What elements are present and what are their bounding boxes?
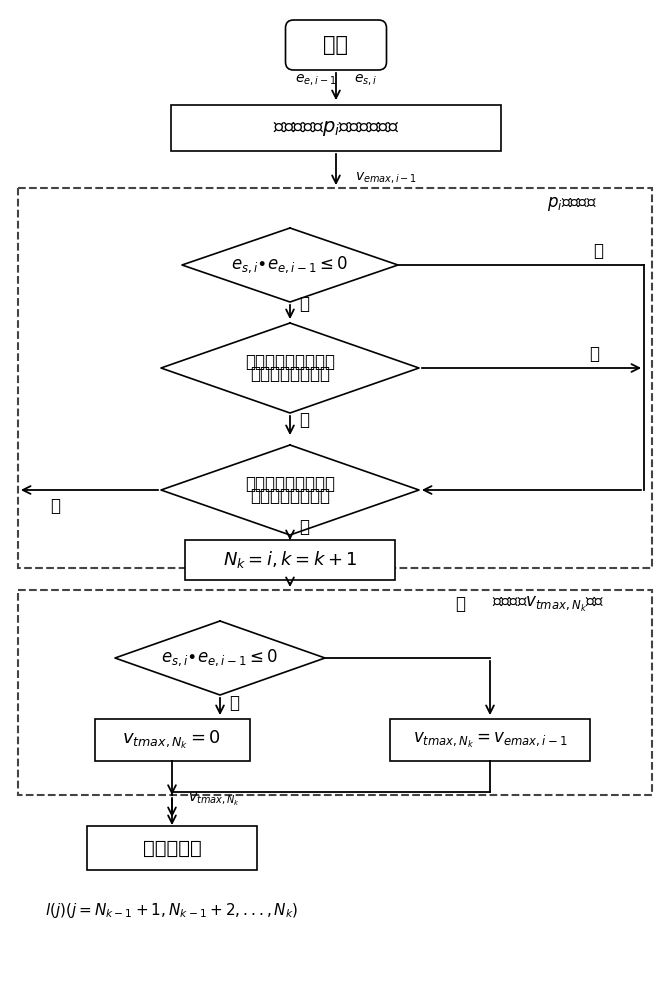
- Text: $v_{emax,i-1}$: $v_{emax,i-1}$: [355, 170, 417, 186]
- Text: 前瞻段选取: 前瞻段选取: [142, 838, 202, 857]
- Text: 加速度某轴分量大于: 加速度某轴分量大于: [245, 476, 335, 493]
- Text: $e_{s,i}{\bullet}e_{e,i-1}\leq 0$: $e_{s,i}{\bullet}e_{e,i-1}\leq 0$: [161, 648, 278, 668]
- Text: 否: 否: [299, 411, 309, 429]
- Text: 于其最大允许速度: 于其最大允许速度: [250, 364, 330, 382]
- Text: 是: 是: [299, 518, 309, 536]
- Text: $e_{s,i}{\bullet}e_{e,i-1}\leq 0$: $e_{s,i}{\bullet}e_{e,i-1}\leq 0$: [231, 255, 349, 275]
- Text: 入口: 入口: [323, 35, 349, 55]
- FancyBboxPatch shape: [171, 105, 501, 151]
- Text: 是: 是: [593, 242, 603, 260]
- Text: 否: 否: [299, 295, 309, 313]
- Text: $p_i$拐点判断: $p_i$拐点判断: [547, 195, 597, 213]
- Text: $l(j)(j=N_{k-1}+1, N_{k-1}+2,..., N_k)$: $l(j)(j=N_{k-1}+1, N_{k-1}+2,..., N_k)$: [45, 900, 299, 920]
- FancyBboxPatch shape: [87, 826, 257, 870]
- Text: 计算转接点$p_i$最大允许速度: 计算转接点$p_i$最大允许速度: [273, 118, 399, 137]
- Text: 是: 是: [229, 694, 239, 712]
- FancyBboxPatch shape: [390, 719, 590, 761]
- Text: $e_{s,i}$: $e_{s,i}$: [354, 73, 378, 88]
- Text: 否: 否: [50, 497, 60, 515]
- FancyBboxPatch shape: [185, 540, 395, 580]
- Text: 其最大允许加速度: 其最大允许加速度: [250, 487, 330, 504]
- FancyBboxPatch shape: [286, 20, 386, 70]
- Text: $e_{e,i-1}$: $e_{e,i-1}$: [295, 73, 337, 88]
- Text: 否: 否: [455, 595, 465, 613]
- Text: 是: 是: [589, 345, 599, 363]
- FancyBboxPatch shape: [95, 719, 249, 761]
- Text: $v_{tmax,N_k}=v_{emax,i-1}$: $v_{tmax,N_k}=v_{emax,i-1}$: [413, 730, 567, 750]
- Text: 拐点速度$v_{tmax,N_k}$计算: 拐点速度$v_{tmax,N_k}$计算: [492, 594, 604, 614]
- Text: $N_k=i, k=k+1$: $N_k=i, k=k+1$: [223, 550, 358, 570]
- Text: $v_{tmax,N_k}=0$: $v_{tmax,N_k}=0$: [122, 729, 222, 751]
- Text: 指令速度某轴分量大: 指令速度某轴分量大: [245, 354, 335, 371]
- Text: $v_{tmax,N_k}$: $v_{tmax,N_k}$: [188, 792, 240, 808]
